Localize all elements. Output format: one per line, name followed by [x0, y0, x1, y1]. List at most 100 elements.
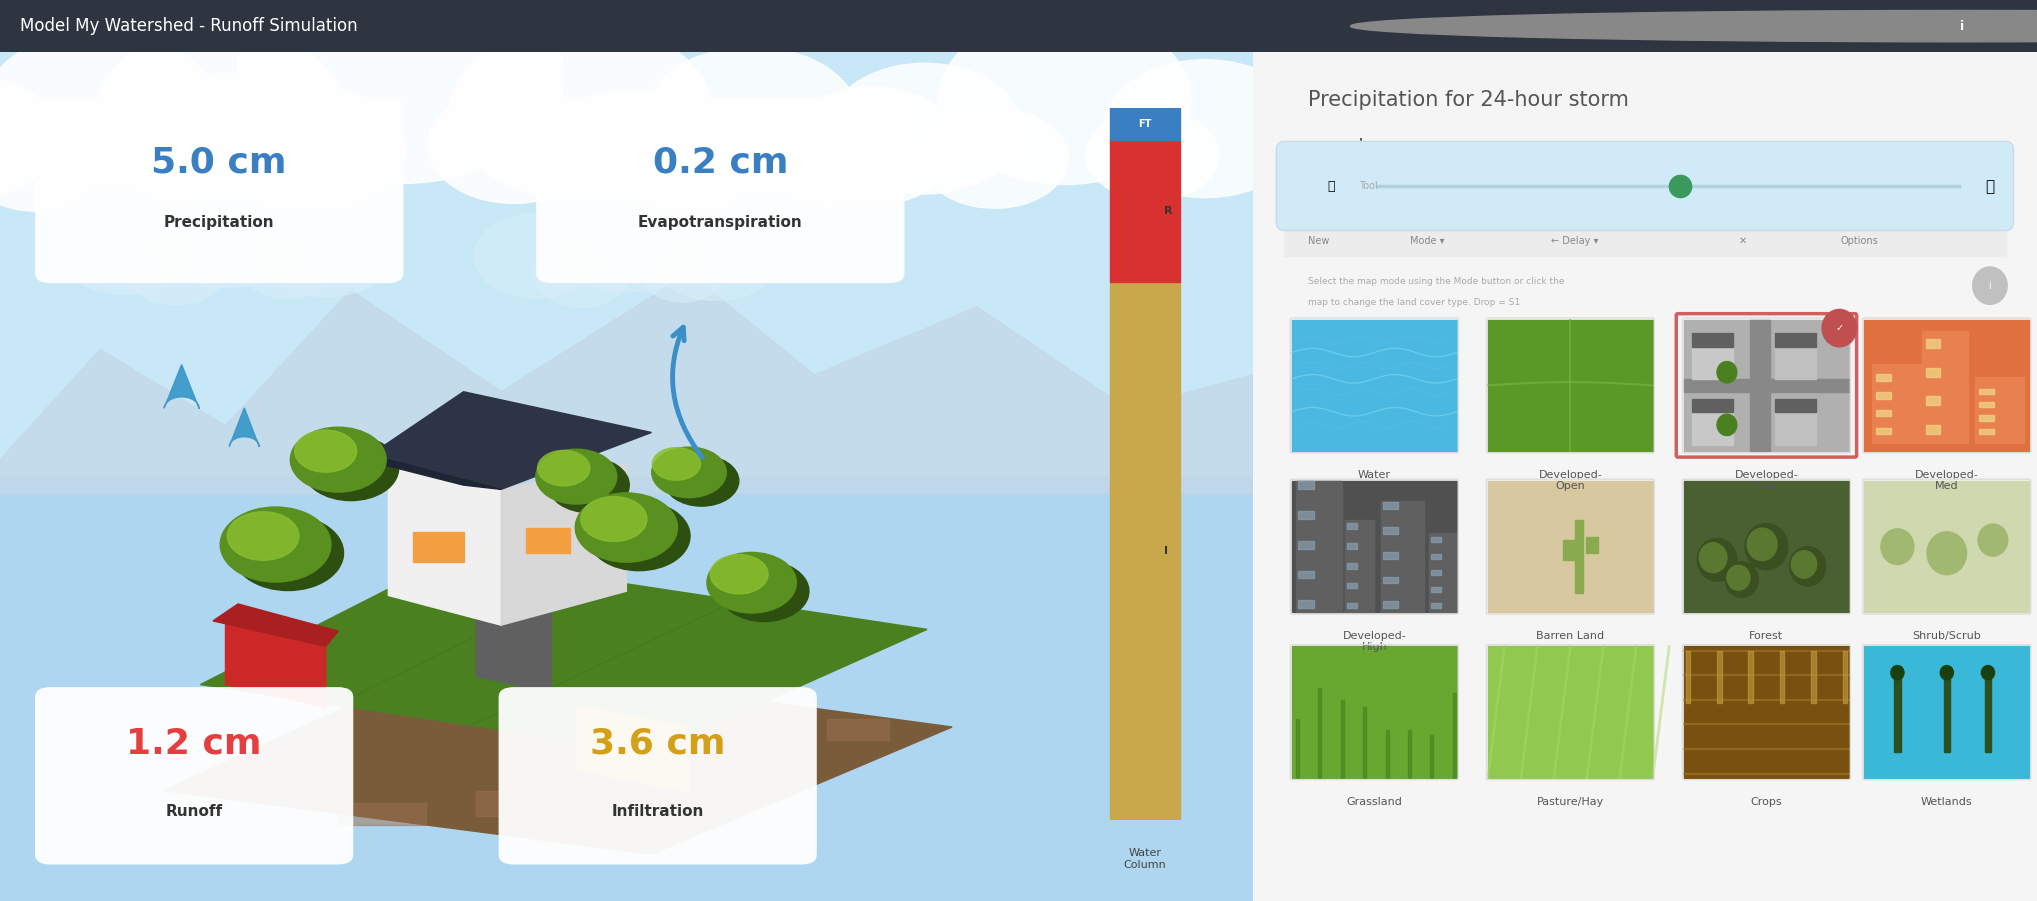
Circle shape [534, 243, 629, 307]
Circle shape [627, 128, 754, 214]
Bar [1748, 651, 1754, 704]
Bar [1298, 570, 1314, 578]
FancyBboxPatch shape [499, 687, 817, 864]
Circle shape [640, 244, 725, 302]
Bar [1432, 570, 1440, 575]
Bar [0, 52, 1253, 477]
Bar [1587, 537, 1599, 553]
Text: R: R [1165, 206, 1173, 216]
Bar [1685, 378, 1850, 392]
Bar [1487, 646, 1652, 778]
Circle shape [295, 430, 356, 472]
Bar [1978, 429, 1994, 434]
Circle shape [1939, 666, 1953, 680]
Bar [1876, 428, 1890, 434]
Text: Tool: Tool [1359, 181, 1377, 191]
Circle shape [1823, 309, 1856, 347]
Text: I: I [1165, 546, 1167, 556]
Text: 💧: 💧 [1986, 179, 1994, 194]
Circle shape [291, 427, 387, 492]
Text: Barren Land: Barren Land [1536, 631, 1605, 642]
Circle shape [1791, 551, 1817, 578]
Bar [1984, 673, 1990, 751]
Polygon shape [477, 588, 552, 693]
Bar [1693, 398, 1733, 413]
Circle shape [652, 212, 782, 300]
Circle shape [253, 198, 399, 296]
Bar [1340, 700, 1344, 778]
Bar [1381, 501, 1424, 613]
Bar [1978, 415, 1994, 421]
Circle shape [1978, 524, 2008, 556]
Bar [1774, 398, 1815, 413]
Bar [727, 740, 803, 765]
Bar [1383, 602, 1397, 608]
Text: Precipitation: Precipitation [163, 214, 275, 230]
Text: Developed-
High: Developed- High [1342, 631, 1406, 652]
Bar [1344, 521, 1375, 613]
Bar [1780, 651, 1784, 704]
Circle shape [548, 458, 629, 513]
Bar [1298, 511, 1314, 519]
Circle shape [1746, 523, 1788, 569]
Bar [1487, 320, 1652, 451]
Polygon shape [501, 464, 625, 625]
Circle shape [0, 118, 104, 211]
Bar [1346, 523, 1357, 529]
FancyBboxPatch shape [1277, 141, 2013, 231]
Bar [568, 478, 585, 496]
Circle shape [664, 456, 739, 506]
Bar [1864, 320, 2029, 451]
Bar [1864, 481, 2029, 613]
Bar [1383, 577, 1397, 584]
Circle shape [711, 555, 768, 594]
Bar [1428, 533, 1456, 613]
Text: Land Cover: Land Cover [1308, 323, 1434, 344]
Bar [1927, 368, 1939, 377]
Bar [1774, 332, 1815, 378]
Bar [1408, 730, 1412, 778]
Polygon shape [363, 460, 501, 489]
Bar [526, 528, 570, 553]
Circle shape [120, 120, 244, 204]
Text: New: New [1308, 236, 1328, 246]
Bar [1452, 693, 1456, 778]
Circle shape [136, 73, 326, 201]
Circle shape [652, 447, 727, 497]
Bar [682, 474, 697, 490]
Bar [1693, 398, 1733, 444]
Circle shape [1727, 565, 1750, 590]
Circle shape [475, 214, 599, 298]
Polygon shape [163, 660, 951, 854]
Text: Shrub/Scrub: Shrub/Scrub [1913, 631, 1982, 642]
Circle shape [1748, 528, 1776, 560]
Circle shape [829, 63, 1021, 194]
Text: Infiltration: Infiltration [611, 805, 705, 819]
Text: 1.2 cm: 1.2 cm [126, 727, 263, 761]
Circle shape [1104, 59, 1308, 197]
Bar [1876, 375, 1890, 381]
Text: 💧: 💧 [1328, 180, 1334, 193]
Bar [1923, 331, 1968, 442]
Polygon shape [576, 705, 689, 792]
Text: Pasture/Hay: Pasture/Hay [1536, 796, 1603, 806]
Bar [1346, 603, 1357, 608]
Text: i: i [1988, 281, 1992, 291]
Bar [1575, 521, 1583, 593]
Text: i: i [1960, 20, 1964, 32]
Bar [1298, 481, 1314, 489]
Text: Runoff: Runoff [165, 805, 222, 819]
Bar [1978, 388, 1994, 394]
Bar [827, 718, 890, 740]
Bar [1872, 364, 1921, 442]
Circle shape [1725, 561, 1758, 597]
Bar [1298, 600, 1314, 608]
Text: Developed-
Open: Developed- Open [1538, 469, 1603, 491]
Circle shape [1890, 666, 1905, 680]
Circle shape [0, 77, 59, 198]
Bar [1693, 332, 1733, 347]
Bar [619, 530, 634, 552]
Bar [1927, 425, 1939, 434]
Bar [1432, 554, 1440, 559]
Circle shape [1351, 11, 2037, 41]
